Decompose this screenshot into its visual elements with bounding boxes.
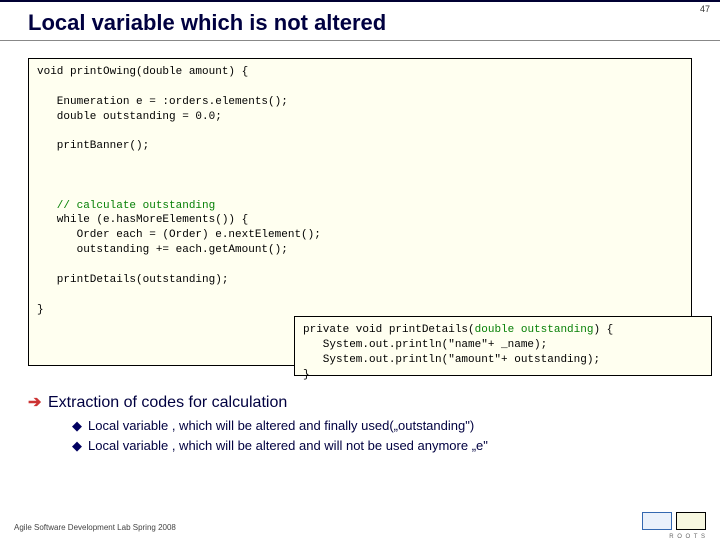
code-line: double outstanding = 0.0;	[37, 111, 222, 123]
diamond-icon: ◆	[72, 438, 88, 454]
code-line: printDetails(outstanding);	[37, 274, 228, 286]
code-line: System.out.println("amount"+ outstanding…	[303, 354, 600, 366]
code-line: }	[37, 304, 44, 316]
bullet-text: Local variable , which will be altered a…	[88, 438, 488, 453]
bullet-list: ➔Extraction of codes for calculation ◆Lo…	[28, 392, 692, 458]
code-line: while (e.hasMoreElements()) {	[37, 214, 248, 226]
bullet-level2: ◆Local variable , which will be altered …	[72, 438, 692, 454]
code-sig-param: double outstanding	[475, 324, 594, 336]
code-line: Order each = (Order) e.nextElement();	[37, 229, 321, 241]
diamond-icon: ◆	[72, 418, 88, 434]
footer-logo	[642, 512, 706, 530]
bullet-text: Extraction of codes for calculation	[48, 394, 287, 411]
code-sig-pre: private void printDetails(	[303, 324, 475, 336]
slide: 47 Local variable which is not altered v…	[0, 0, 720, 540]
arrow-icon: ➔	[28, 392, 48, 412]
code-line: System.out.println("name"+ _name);	[303, 339, 547, 351]
code-block-sub: private void printDetails(double outstan…	[294, 316, 712, 376]
code-line: }	[303, 369, 310, 381]
page-number: 47	[700, 4, 710, 14]
code-sig-post: ) {	[593, 324, 613, 336]
code-line: outstanding += each.getAmount();	[37, 244, 288, 256]
logo-icon	[676, 512, 706, 530]
bullet-level1: ➔Extraction of codes for calculation	[28, 392, 692, 412]
logo-icon	[642, 512, 672, 530]
code-line: Enumeration e = :orders.elements();	[37, 96, 288, 108]
bullet-text: Local variable , which will be altered a…	[88, 418, 474, 433]
code-comment: // calculate outstanding	[37, 200, 215, 212]
logo-text: R O O T S	[669, 534, 706, 540]
code-line: printBanner();	[37, 140, 149, 152]
bullet-level2: ◆Local variable , which will be altered …	[72, 418, 692, 434]
code-line: void printOwing(double amount) {	[37, 66, 248, 78]
slide-title: Local variable which is not altered	[0, 2, 720, 41]
footer-text: Agile Software Development Lab Spring 20…	[14, 523, 176, 532]
